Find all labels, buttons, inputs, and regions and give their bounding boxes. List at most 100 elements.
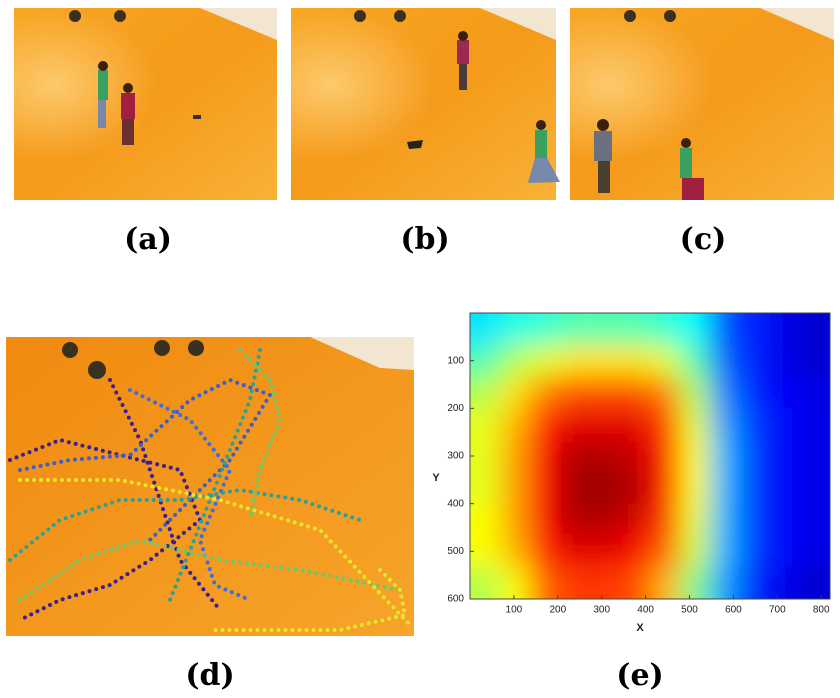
heatmap-cell (680, 472, 711, 504)
photo-b (291, 8, 560, 200)
heatmap-cell (710, 472, 741, 504)
heatmap-cell (500, 345, 531, 377)
x-tick-label: 800 (813, 605, 830, 616)
y-axis-label: Y (432, 472, 440, 484)
heatmap-cell (680, 440, 711, 472)
heatmap-cell (530, 535, 561, 567)
panel-label: (b) (400, 222, 449, 257)
heatmap-cell (800, 345, 840, 377)
heatmap-cell (500, 504, 531, 536)
heatmap-cell (740, 283, 771, 345)
heatmap-cell (530, 472, 561, 504)
heatmap-cell (620, 535, 651, 567)
heatmap-cell (500, 283, 531, 345)
heatmap-cell (620, 408, 651, 440)
heatmap-cell (800, 504, 840, 536)
heatmap-cell (590, 535, 621, 567)
y-tick-label: 400 (447, 498, 464, 509)
photo-a (14, 8, 277, 200)
y-tick-label: 500 (447, 546, 464, 557)
heatmap-cell (710, 567, 741, 629)
heatmap (440, 283, 840, 630)
heatmap-cell (590, 345, 621, 377)
heatmap-cell (800, 283, 840, 345)
heatmap-cell (620, 472, 651, 504)
y-tick-label: 300 (447, 451, 464, 462)
y-tick-label: 600 (447, 594, 464, 605)
heatmap-cell (590, 472, 621, 504)
heatmap-cell (740, 345, 771, 377)
x-tick-label: 100 (506, 605, 523, 616)
panel-label: (e) (616, 658, 663, 693)
x-tick-label: 400 (637, 605, 654, 616)
heatmap-cell (800, 472, 840, 504)
x-tick-label: 300 (593, 605, 610, 616)
heatmap-cell (770, 408, 801, 440)
heatmap-cell (560, 345, 591, 377)
heatmap-cell (620, 504, 651, 536)
heatmap-cell (770, 535, 801, 567)
heatmap-cell (620, 345, 651, 377)
heatmap-cell (650, 283, 681, 345)
heatmap-cell (680, 408, 711, 440)
heatmap-cell (620, 377, 651, 409)
heatmap-cell (680, 504, 711, 536)
heatmap-cell (500, 377, 531, 409)
heatmap-cell (710, 504, 741, 536)
heatmap-cell (560, 567, 591, 629)
heatmap-cell (560, 283, 591, 345)
heatmap-cell (590, 567, 621, 629)
heatmap-cell (710, 535, 741, 567)
heatmap-cell (590, 408, 621, 440)
x-tick-label: 700 (769, 605, 786, 616)
heatmap-cell (740, 440, 771, 472)
heatmap-cell (740, 504, 771, 536)
panel-label: (c) (680, 222, 727, 257)
heatmap-cell (770, 440, 801, 472)
x-tick-label: 200 (549, 605, 566, 616)
figure: (a) (b) (c) (d) (e) X Y 1002003004005006… (0, 0, 840, 698)
heatmap-cell (500, 472, 531, 504)
heatmap-cell (770, 345, 801, 377)
heatmap-cell (530, 408, 561, 440)
heatmap-cell (500, 408, 531, 440)
heatmap-cell (500, 535, 531, 567)
heatmap-cell (590, 283, 621, 345)
heatmap-cell (530, 377, 561, 409)
heatmap-cell (620, 283, 651, 345)
heatmap-cells (440, 283, 840, 630)
heatmap-cell (500, 440, 531, 472)
heatmap-cell (590, 440, 621, 472)
heatmap-cell (740, 377, 771, 409)
heatmap-cell (680, 283, 711, 345)
panel-label: (a) (124, 222, 172, 257)
heatmap-cell (620, 440, 651, 472)
heatmap-cell (680, 345, 711, 377)
heatmap-cell (800, 377, 840, 409)
heatmap-cell (800, 567, 840, 629)
heatmap-cell (770, 472, 801, 504)
heatmap-cell (590, 377, 621, 409)
heatmap-cell (560, 408, 591, 440)
heatmap-cell (560, 504, 591, 536)
heatmap-cell (710, 345, 741, 377)
heatmap-cell (710, 377, 741, 409)
heatmap-cell (650, 567, 681, 629)
heatmap-cell (650, 440, 681, 472)
heatmap-cell (710, 408, 741, 440)
heatmap-cell (650, 472, 681, 504)
heatmap-cell (680, 567, 711, 629)
heatmap-cell (710, 440, 741, 472)
heatmap-cell (650, 504, 681, 536)
heatmap-cell (560, 440, 591, 472)
heatmap-cell (530, 283, 561, 345)
heatmap-cell (740, 567, 771, 629)
heatmap-cell (530, 504, 561, 536)
photo-c (570, 8, 834, 200)
heatmap-cell (800, 535, 840, 567)
heatmap-cell (770, 567, 801, 629)
heatmap-cell (800, 408, 840, 440)
heatmap-cell (650, 535, 681, 567)
heatmap-cell (650, 408, 681, 440)
heatmap-cell (770, 283, 801, 345)
